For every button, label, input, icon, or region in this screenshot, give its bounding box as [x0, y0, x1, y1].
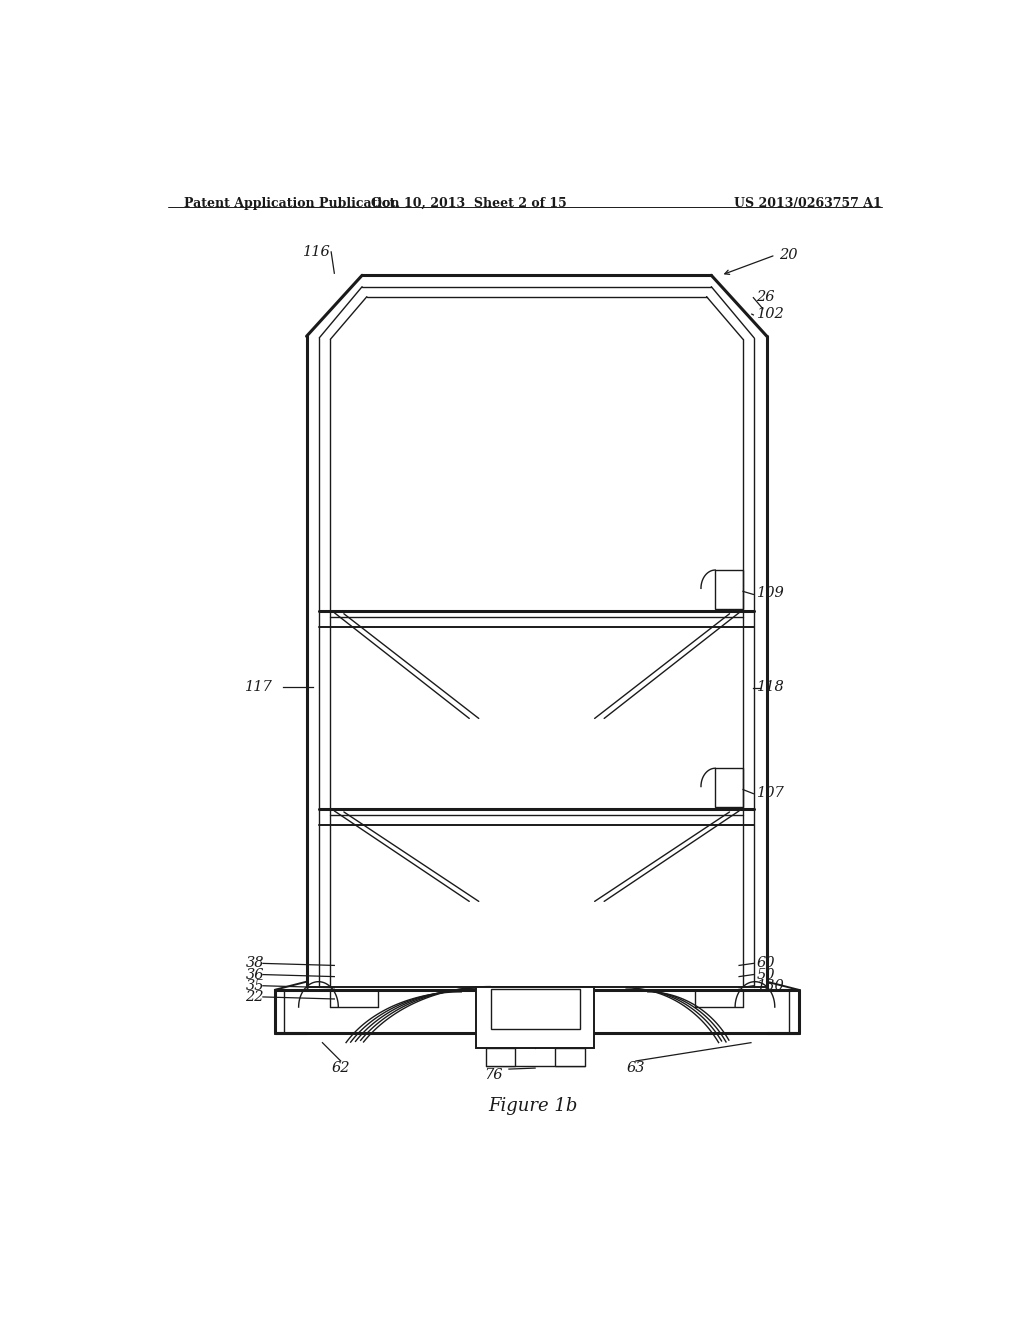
Text: 62: 62: [332, 1061, 350, 1074]
Text: 107: 107: [757, 785, 784, 800]
Text: 130: 130: [757, 978, 784, 993]
Text: 26: 26: [757, 289, 775, 304]
Text: 63: 63: [627, 1061, 645, 1074]
Text: 102: 102: [757, 308, 784, 321]
Text: 116: 116: [303, 246, 331, 259]
Bar: [485, 1048, 515, 1067]
Text: 109: 109: [757, 586, 784, 601]
Text: 117: 117: [246, 680, 273, 694]
Bar: [490, 989, 580, 1030]
Text: 60: 60: [757, 957, 775, 970]
Text: 76: 76: [483, 1068, 503, 1082]
Text: 35: 35: [246, 978, 264, 993]
Text: 50: 50: [757, 968, 775, 982]
FancyBboxPatch shape: [715, 570, 743, 609]
Text: US 2013/0263757 A1: US 2013/0263757 A1: [734, 197, 882, 210]
FancyBboxPatch shape: [715, 768, 743, 807]
Text: 38: 38: [246, 957, 264, 970]
Bar: [555, 1048, 585, 1067]
Text: Figure 1b: Figure 1b: [488, 1097, 578, 1114]
Text: 118: 118: [757, 680, 784, 694]
Text: Oct. 10, 2013  Sheet 2 of 15: Oct. 10, 2013 Sheet 2 of 15: [372, 197, 567, 210]
Text: 20: 20: [778, 248, 798, 261]
Text: 22: 22: [246, 990, 264, 1005]
Text: Patent Application Publication: Patent Application Publication: [183, 197, 399, 210]
Text: 36: 36: [246, 968, 264, 982]
Bar: [476, 987, 594, 1048]
